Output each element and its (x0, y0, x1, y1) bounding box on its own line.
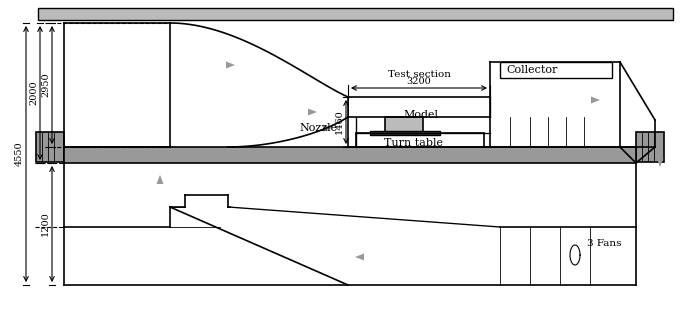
FancyArrow shape (180, 61, 235, 69)
FancyArrow shape (290, 125, 332, 131)
FancyArrow shape (555, 96, 600, 104)
Text: 2950: 2950 (41, 73, 50, 97)
Text: 3 Fans: 3 Fans (587, 240, 622, 249)
Bar (64, 147, 636, 163)
Text: 3200: 3200 (407, 77, 431, 86)
Bar (636, 132, 664, 162)
Text: Nozzle: Nozzle (300, 123, 338, 133)
Bar (36, 132, 64, 162)
Bar (500, 62, 612, 78)
FancyArrow shape (657, 125, 664, 167)
Text: Turn table: Turn table (384, 138, 442, 148)
Text: 4550: 4550 (15, 142, 24, 166)
FancyArrow shape (157, 175, 164, 217)
Text: Test section: Test section (388, 70, 451, 79)
Bar (38, 8, 673, 20)
Text: 2000: 2000 (29, 81, 38, 105)
Bar (356, 133, 484, 147)
Text: Model: Model (403, 110, 438, 120)
Text: 1460: 1460 (335, 110, 344, 134)
Text: Collector: Collector (506, 65, 557, 75)
Text: 1200: 1200 (41, 212, 50, 236)
Bar (385, 117, 423, 133)
FancyArrow shape (355, 254, 410, 260)
FancyArrow shape (267, 108, 317, 116)
Bar (370, 131, 440, 135)
